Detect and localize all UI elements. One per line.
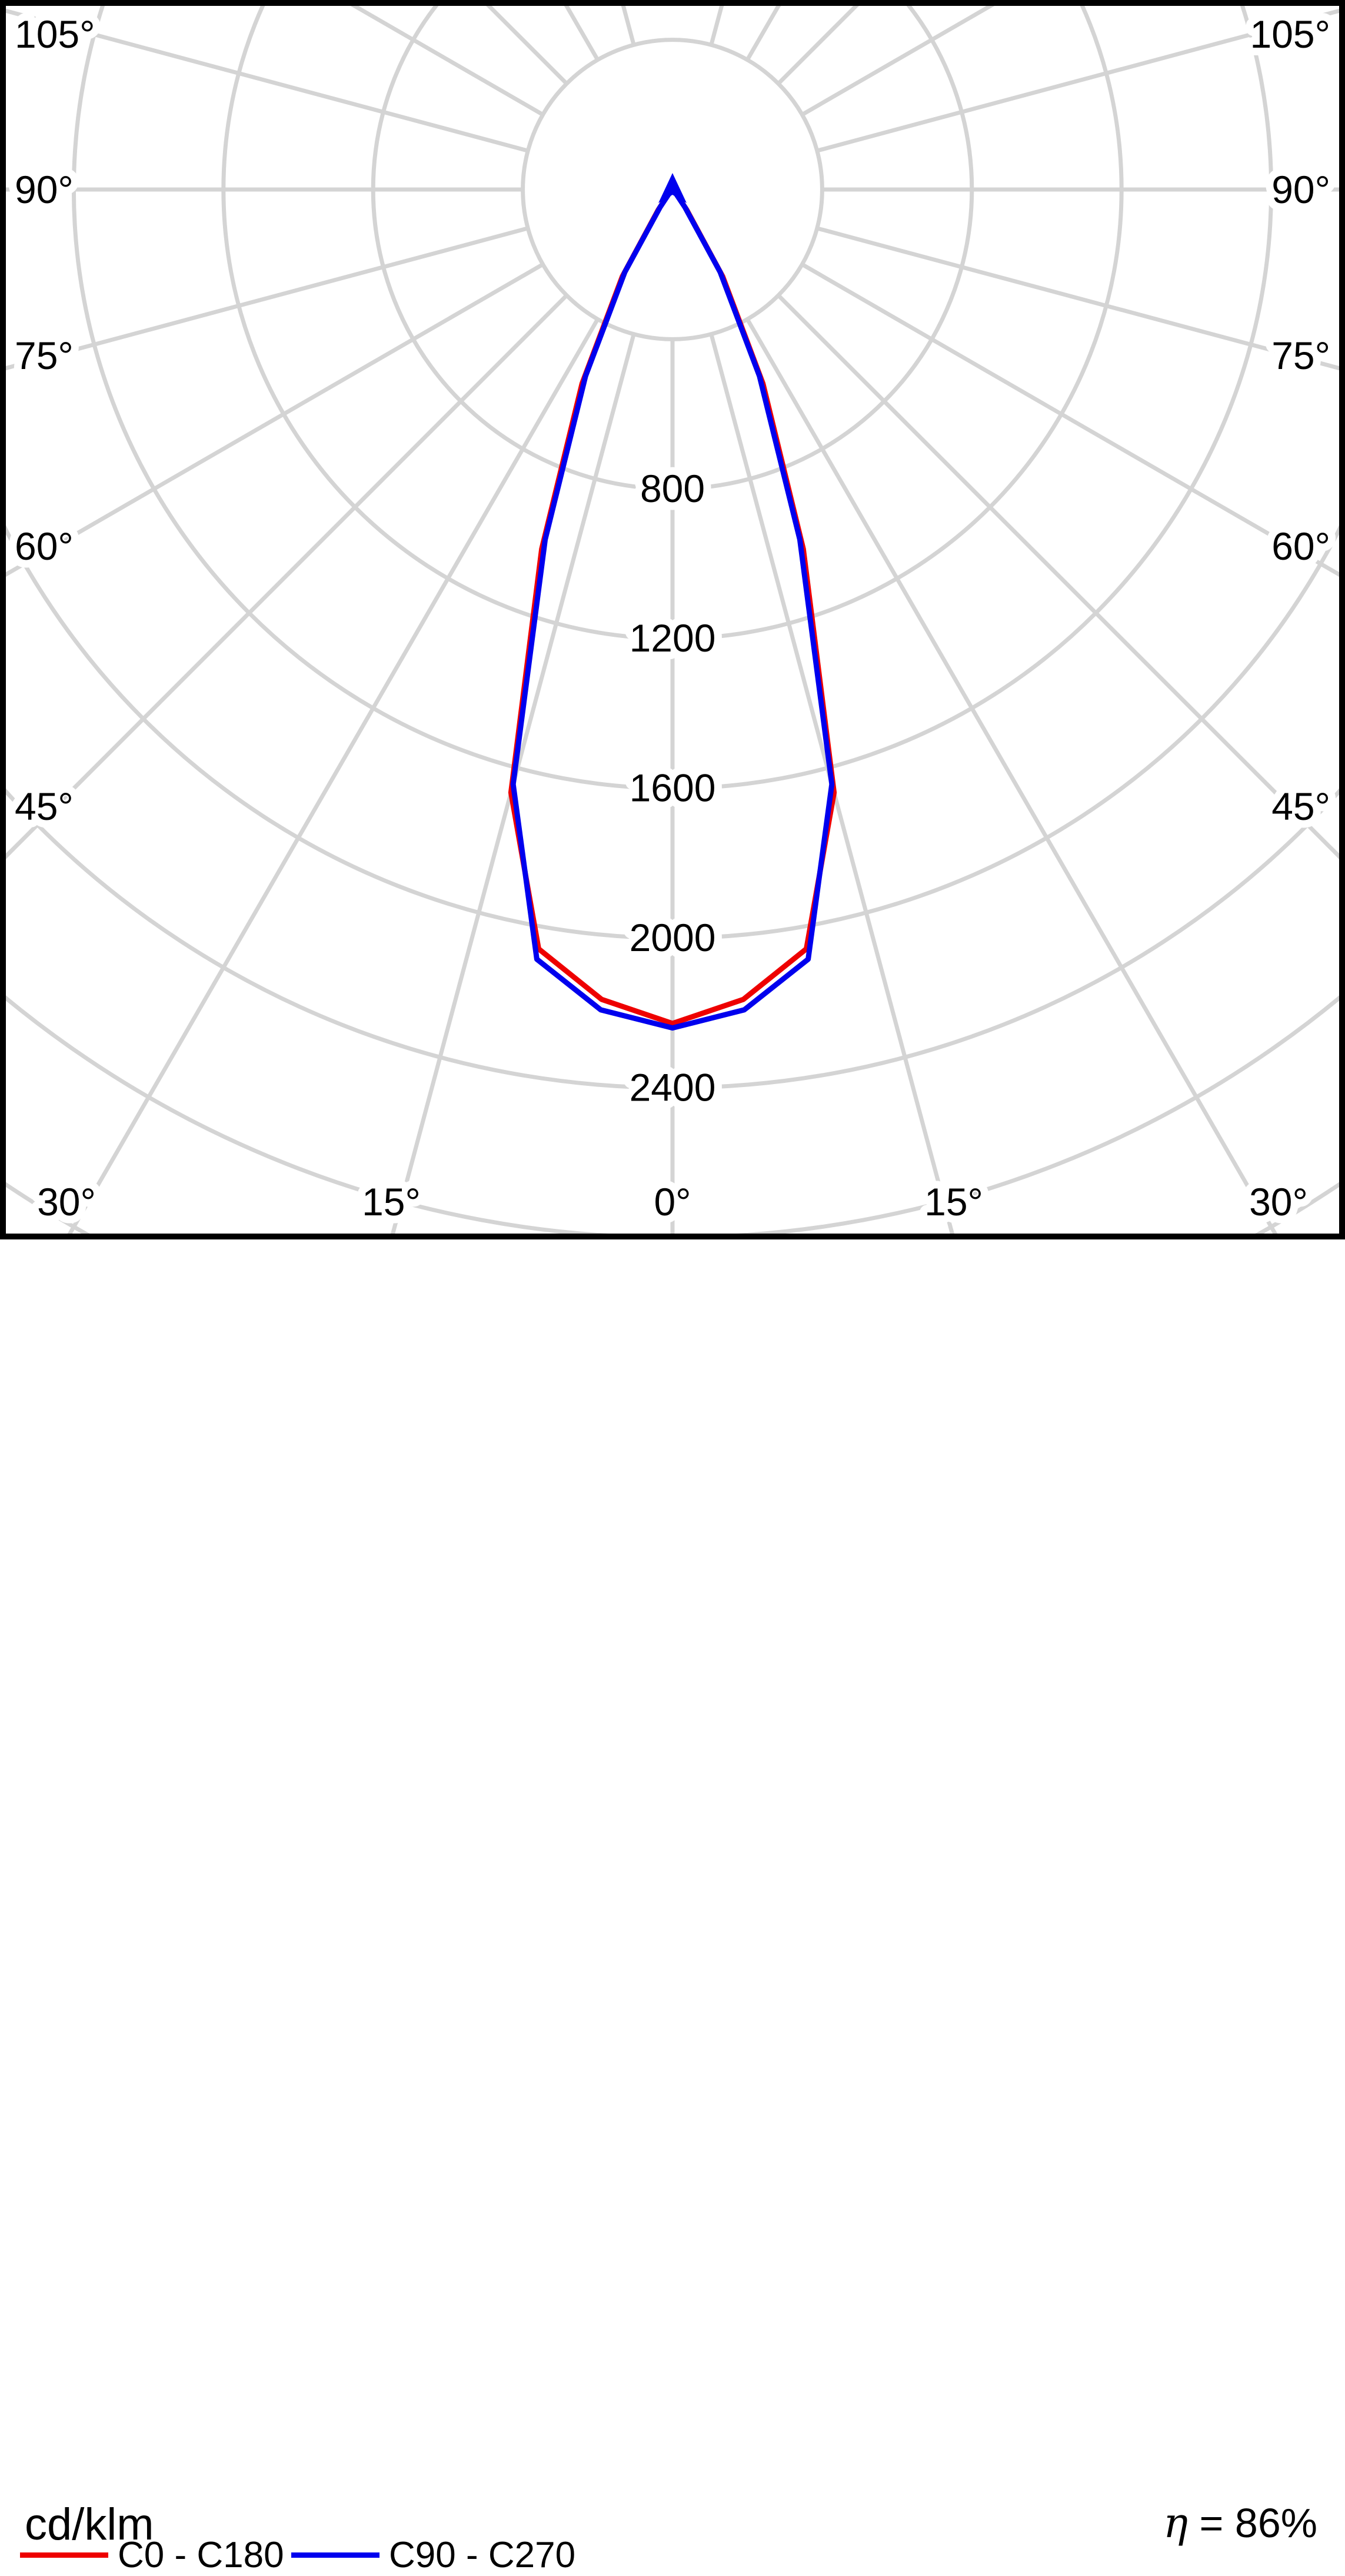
c90-c270-line-swatch: [291, 2552, 379, 2558]
angle-label-bottom-4: 30°: [1249, 1180, 1308, 1224]
efficiency-value: = 86%: [1188, 2500, 1317, 2546]
radial-tick-label-1600: 1600: [630, 766, 716, 810]
angle-label-left-90°: 90°: [15, 168, 74, 211]
grid-spoke-120: [801, 6, 995, 117]
legend-label-c0-c180: C0 - C180: [118, 2535, 284, 2575]
angle-label-left-75°: 75°: [15, 334, 74, 377]
radial-tick-label-2400: 2400: [630, 1065, 716, 1109]
grid-spoke--120: [350, 6, 544, 117]
angle-label-left-105°: 105°: [15, 12, 95, 56]
angle-label-right-60°: 60°: [1271, 524, 1330, 568]
grid-spoke--30: [67, 318, 600, 1234]
eta-symbol: η: [1163, 2499, 1188, 2547]
grid-spoke--15: [391, 333, 636, 1234]
angle-label-right-75°: 75°: [1271, 334, 1330, 377]
angle-label-left-45°: 45°: [15, 785, 74, 828]
angle-label-right-45°: 45°: [1271, 785, 1330, 828]
legend-item-c0-c180: C0 - C180: [20, 2534, 284, 2576]
plot-border: [0, 0, 1345, 1239]
angle-label-bottom-0: 30°: [37, 1180, 96, 1224]
efficiency-label: η = 86%: [1163, 2499, 1317, 2547]
legend-item-c90-c270: C90 - C270: [291, 2534, 575, 2576]
radial-tick-label-2000: 2000: [630, 916, 716, 959]
c0-c180-line-swatch: [20, 2552, 108, 2558]
grid-spoke-45: [777, 294, 1339, 859]
angle-label-right-105°: 105°: [1250, 12, 1330, 56]
angle-label-left-60°: 60°: [15, 524, 74, 568]
grid-spoke-30: [745, 318, 1278, 1234]
polar-grid: [6, 6, 1339, 1234]
angle-label-bottom-2: 0°: [654, 1180, 691, 1224]
grid-spoke--45: [6, 294, 568, 859]
grid-spoke--60: [6, 262, 544, 577]
grid-spoke--75: [6, 226, 529, 371]
grid-spoke-15: [709, 333, 954, 1234]
grid-spoke-105: [816, 8, 1339, 153]
photometric-polar-diagram: 800 1200 1600 2000 2400 105° 90° 75° 60° 45° 105° 9…: [0, 0, 1345, 1242]
beam-tip-arrow: [658, 173, 687, 203]
grid-spoke-75: [816, 226, 1339, 371]
angle-label-bottom-1: 15°: [362, 1180, 421, 1224]
polar-chart-canvas: 800 1200 1600 2000 2400 105° 90° 75° 60° 45° 105° 9…: [0, 0, 1345, 1239]
grid-spoke--105: [6, 8, 529, 153]
grid-spoke-60: [801, 262, 1339, 577]
radial-tick-label-800: 800: [640, 467, 705, 510]
legend-label-c90-c270: C90 - C270: [389, 2535, 576, 2575]
legend-strip: cd/klm η = 86% C0 - C180 C90 - C270: [0, 1242, 1345, 2575]
angle-label-right-90°: 90°: [1271, 168, 1330, 211]
angle-label-bottom-3: 15°: [924, 1180, 983, 1224]
radial-tick-label-1200: 1200: [630, 616, 716, 660]
